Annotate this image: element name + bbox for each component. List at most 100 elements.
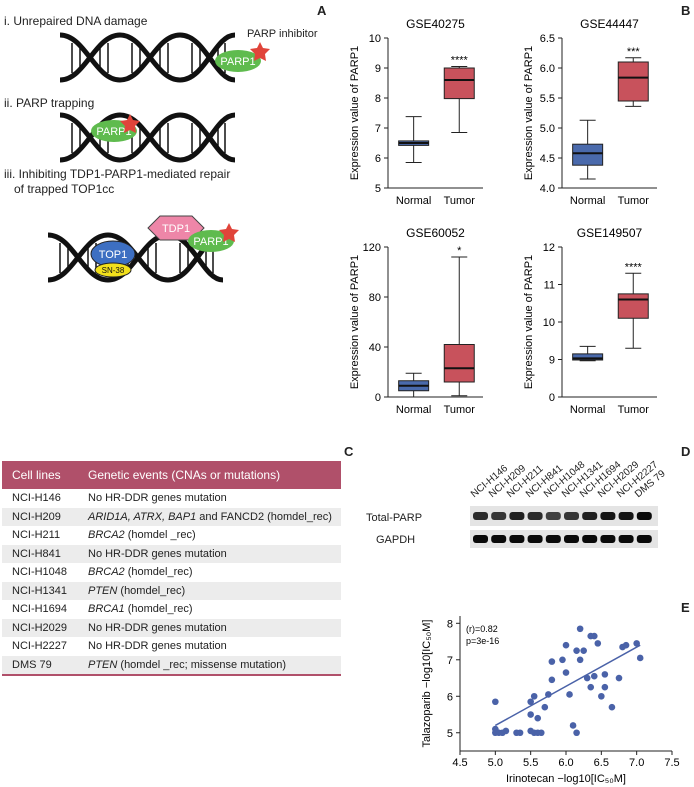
box-normal: [572, 119, 604, 180]
y-tick-label: 0: [549, 392, 555, 404]
scatter-point: [601, 671, 609, 678]
scatter-point: [576, 656, 584, 664]
cell-lines-table: Cell lines Genetic events (CNAs or mutat…: [2, 461, 341, 676]
table-row: NCI-H841 No HR-DDR genes mutation: [2, 544, 341, 563]
cell-line-name: NCI-H2227: [12, 640, 68, 653]
x-tick-label: 5.5: [523, 757, 538, 769]
boxplot-title: GSE40275: [406, 17, 465, 31]
genetic-event: BRCA1 (homdel_rec): [78, 600, 341, 619]
table-row: NCI-H2227 No HR-DDR genes mutation: [2, 637, 341, 656]
cell-line-name: NCI-H1694: [12, 603, 68, 616]
y-axis-label: Expression value of PARP1: [523, 255, 535, 389]
box-normal: [398, 116, 430, 163]
y-tick-label: 6: [447, 691, 453, 703]
y-tick-label: 120: [363, 242, 381, 254]
band-gapdh: [618, 535, 634, 543]
event-detail: (homdel_rec): [124, 566, 193, 579]
header-genetic-events: Genetic events (CNAs or mutations): [78, 461, 341, 489]
x-tick-label: 5.0: [488, 757, 503, 769]
scatter-point: [566, 691, 573, 698]
genetic-event: No HR-DDR genes mutation: [78, 618, 341, 637]
genetic-event: BRCA2 (homdel_rec): [78, 563, 341, 582]
panel-letter-b: B: [681, 3, 691, 18]
boxplot-title: GSE149507: [577, 226, 643, 240]
tdp1-hexagon: TDP1: [147, 215, 205, 241]
scatter-point: [594, 640, 602, 647]
x-tick-label: 7.0: [629, 757, 644, 769]
x-tick-label: 4.5: [452, 757, 467, 769]
y-tick-label: 11: [544, 280, 555, 292]
boxplot-gse44447: GSE44447 4.0 4.5 5.0 5.5 6.0 6.5 Expression val…: [523, 17, 657, 207]
genetic-event: No HR-DDR genes mutation: [78, 544, 341, 563]
gene-name: BRCA1: [88, 603, 125, 616]
scatter-point: [545, 691, 552, 698]
box-iqr: [443, 344, 475, 383]
scatter-point: [587, 632, 595, 640]
scatter-point: [573, 729, 580, 737]
scatter-point: [537, 729, 545, 737]
panel-b-boxplots: GSE40275 5 6 7 8 9 10 Expression value of PARP1…: [349, 17, 657, 416]
y-tick-label: 7: [447, 655, 453, 667]
inhibitor-star-3: [219, 223, 239, 242]
significance-stars: ****: [451, 55, 469, 67]
scatter-point: [580, 647, 587, 654]
sn38-drug: SN-38: [94, 262, 132, 278]
scatter-point: [587, 683, 595, 691]
event-detail: (homdel _rec): [124, 529, 196, 542]
table-row: NCI-H1341 PTEN (homdel_rec): [2, 581, 341, 600]
cell-line-name: DMS 79: [2, 655, 78, 676]
header-cell-lines: Cell lines: [2, 461, 78, 489]
x-tick-label-normal: Normal: [396, 404, 431, 416]
tdp1-label: TDP1: [162, 223, 190, 235]
parp1-label-3: PARP1: [193, 236, 228, 248]
event-text: No HR-DDR genes mutation: [88, 640, 227, 653]
y-tick-label: 5.0: [540, 123, 555, 135]
dna-helix-2: [60, 115, 235, 160]
x-tick-label: 6.5: [594, 757, 609, 769]
gene-name: BRCA2: [88, 566, 125, 579]
scatter-point: [562, 669, 570, 676]
y-tick-label: 10: [369, 33, 381, 45]
scatter-point: [583, 674, 591, 682]
genetic-event: BRCA2 (homdel _rec): [78, 526, 341, 545]
y-tick-label: 8: [375, 93, 381, 105]
scatter-point: [541, 703, 549, 711]
blot-row-label-total-parp: Total-PARP: [366, 512, 423, 524]
top1-label: TOP1: [99, 249, 128, 261]
pvalue-annotation: p=3e-16: [466, 636, 499, 646]
scatter-point: [633, 640, 640, 647]
event-text: No HR-DDR genes mutation: [88, 492, 227, 505]
parp-inhibitor-label: PARP inhibitor: [247, 28, 318, 40]
box-iqr: [572, 353, 604, 361]
y-tick-label: 8: [447, 618, 453, 630]
y-tick-label: 6.5: [540, 33, 555, 45]
parp1-free: PARP1: [215, 50, 261, 72]
table-row: NCI-H2029 No HR-DDR genes mutation: [2, 618, 341, 637]
scatter-point: [530, 692, 538, 700]
box-tumor: [443, 66, 475, 133]
cell-line-name: NCI-H209: [2, 507, 78, 526]
event-detail: (homdel _rec; missense mutation): [117, 658, 287, 671]
scatter-point: [527, 711, 534, 718]
event-text: No HR-DDR genes mutation: [88, 621, 227, 634]
genetic-event: PTEN (homdel _rec; missense mutation): [78, 655, 341, 676]
band-gapdh: [636, 535, 652, 543]
scatter-point: [608, 703, 616, 711]
scatter-point: [562, 641, 570, 649]
parp1-step3: PARP1: [188, 230, 234, 252]
genetic-event: PTEN (homdel_rec): [78, 581, 341, 600]
gene-name: BRCA2: [88, 529, 125, 542]
scatter-point: [516, 729, 524, 737]
scatter-point: [615, 674, 623, 682]
cell-line-name: NCI-H1341: [2, 581, 78, 600]
y-tick-label: 40: [369, 342, 381, 354]
gene-name: PTEN: [88, 584, 118, 597]
sn38-label: SN-38: [102, 266, 125, 275]
y-tick-label: 0: [375, 392, 381, 404]
event-detail: (homdel_rec): [117, 584, 186, 597]
band-total-parp: [545, 512, 561, 520]
dna-helix-1: [60, 35, 235, 80]
event-detail: (homdel_rec): [124, 603, 193, 616]
box-iqr: [617, 293, 649, 319]
y-axis-label: Expression value of PARP1: [349, 255, 361, 389]
